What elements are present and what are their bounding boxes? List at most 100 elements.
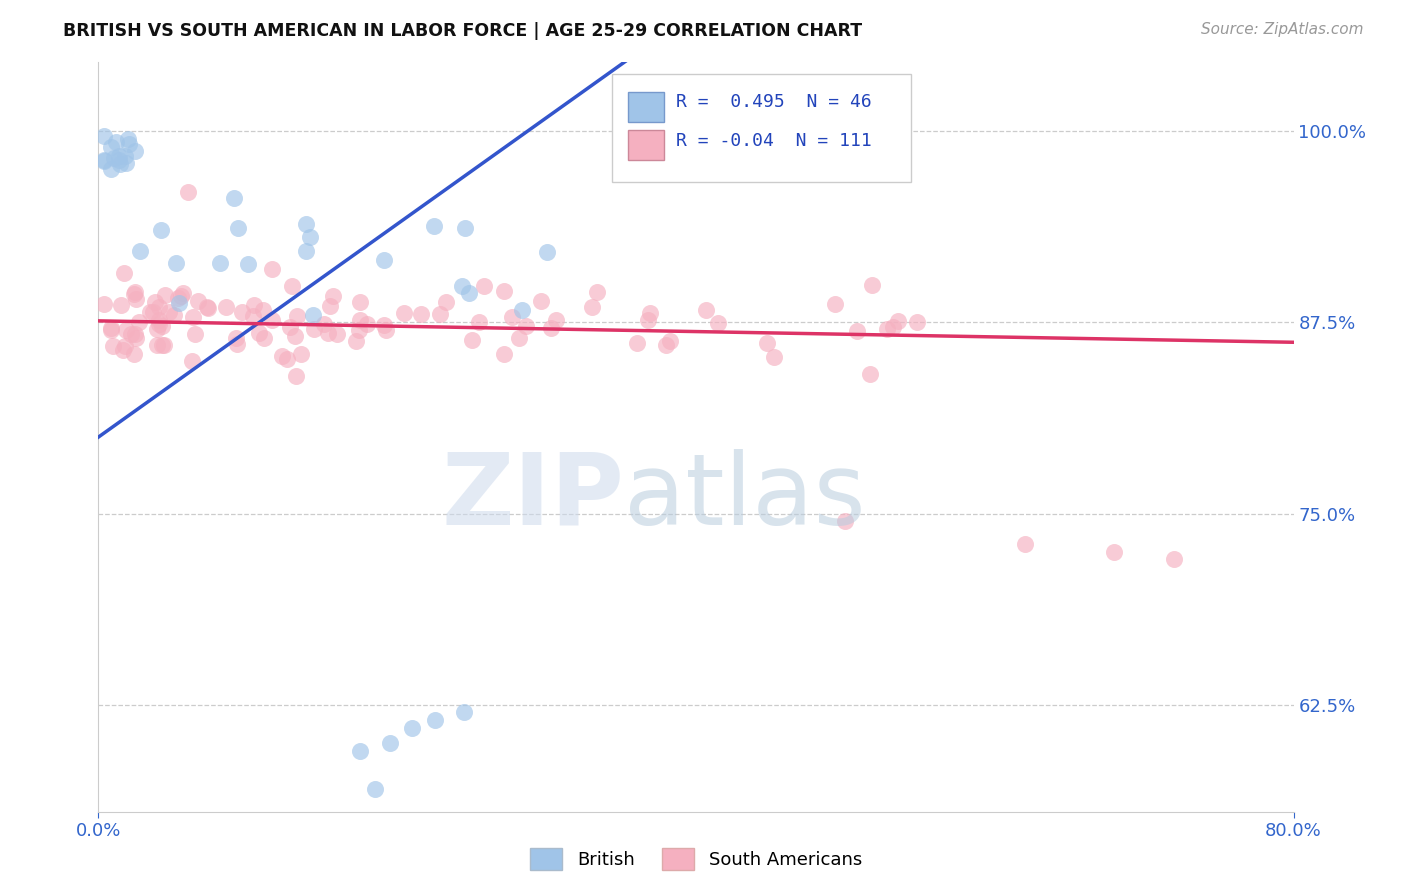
Point bbox=[115, 155, 138, 169]
Text: atlas: atlas bbox=[624, 449, 866, 546]
Point bbox=[290, 346, 312, 360]
Point bbox=[270, 349, 292, 363]
FancyBboxPatch shape bbox=[613, 74, 911, 182]
Point bbox=[349, 295, 371, 310]
Point bbox=[149, 222, 172, 236]
Point bbox=[236, 257, 259, 271]
Point bbox=[281, 278, 304, 293]
Point bbox=[260, 313, 283, 327]
Point bbox=[115, 323, 138, 337]
Point bbox=[181, 353, 204, 368]
FancyBboxPatch shape bbox=[628, 93, 664, 122]
Point bbox=[294, 217, 316, 231]
Point bbox=[129, 244, 152, 258]
Point bbox=[148, 313, 170, 327]
Point bbox=[142, 305, 165, 319]
Point bbox=[128, 315, 150, 329]
Point bbox=[467, 314, 489, 328]
Point bbox=[322, 289, 344, 303]
Point bbox=[626, 336, 648, 351]
Point bbox=[167, 291, 190, 305]
Point bbox=[512, 302, 534, 317]
Point bbox=[356, 317, 378, 331]
Point bbox=[544, 313, 567, 327]
Point bbox=[124, 292, 146, 306]
Point bbox=[326, 326, 349, 341]
Point bbox=[378, 736, 401, 750]
Point bbox=[364, 781, 387, 796]
Point bbox=[242, 309, 264, 323]
Point bbox=[492, 284, 515, 298]
Point bbox=[536, 245, 558, 260]
Point bbox=[492, 347, 515, 361]
Point bbox=[209, 255, 232, 269]
FancyBboxPatch shape bbox=[628, 130, 664, 160]
Point bbox=[122, 347, 145, 361]
Point bbox=[114, 338, 136, 352]
Point bbox=[763, 350, 786, 364]
Point bbox=[876, 322, 898, 336]
Point bbox=[146, 337, 169, 351]
Point bbox=[707, 316, 730, 330]
Point bbox=[302, 322, 325, 336]
Point bbox=[163, 308, 186, 322]
Point bbox=[501, 310, 523, 325]
Point bbox=[859, 368, 882, 382]
Point bbox=[344, 334, 367, 349]
Point bbox=[170, 289, 193, 303]
Point bbox=[411, 307, 433, 321]
Point bbox=[530, 293, 553, 308]
Point bbox=[284, 369, 307, 384]
Point bbox=[100, 161, 122, 176]
Point bbox=[434, 295, 457, 310]
Legend: British, South Americans: British, South Americans bbox=[523, 841, 869, 878]
Point bbox=[195, 300, 218, 314]
Point bbox=[215, 300, 238, 314]
Point bbox=[110, 298, 132, 312]
Point bbox=[243, 298, 266, 312]
Point bbox=[276, 352, 298, 367]
Point bbox=[139, 305, 162, 319]
Point bbox=[146, 322, 169, 336]
Point bbox=[278, 319, 301, 334]
Point bbox=[423, 219, 446, 234]
Point bbox=[143, 294, 166, 309]
Point bbox=[100, 321, 122, 335]
Point bbox=[226, 221, 249, 235]
Point bbox=[105, 135, 128, 149]
Point bbox=[453, 706, 475, 720]
Point bbox=[283, 328, 305, 343]
Point bbox=[392, 306, 415, 320]
Point bbox=[118, 137, 141, 152]
Point bbox=[124, 326, 146, 341]
Point bbox=[150, 319, 173, 334]
Point bbox=[451, 279, 474, 293]
Point bbox=[373, 253, 395, 268]
Point bbox=[148, 317, 170, 331]
Point bbox=[107, 149, 129, 163]
Point bbox=[222, 191, 245, 205]
Point bbox=[655, 338, 678, 352]
Point bbox=[319, 299, 342, 313]
Point bbox=[100, 323, 122, 337]
Point bbox=[172, 285, 194, 300]
Point bbox=[177, 186, 200, 200]
Text: BRITISH VS SOUTH AMERICAN IN LABOR FORCE | AGE 25-29 CORRELATION CHART: BRITISH VS SOUTH AMERICAN IN LABOR FORCE… bbox=[63, 22, 862, 40]
Point bbox=[100, 140, 122, 154]
Point bbox=[125, 331, 148, 345]
Point bbox=[103, 151, 125, 165]
Point bbox=[285, 310, 308, 324]
Point bbox=[107, 153, 129, 168]
Point bbox=[120, 326, 142, 341]
Point bbox=[756, 336, 779, 351]
Point bbox=[659, 334, 682, 348]
Point bbox=[225, 331, 247, 345]
Point bbox=[124, 285, 146, 300]
Point bbox=[1104, 545, 1126, 559]
Point bbox=[349, 323, 371, 337]
Point bbox=[316, 326, 339, 340]
Point bbox=[429, 307, 451, 321]
Point bbox=[460, 333, 482, 347]
Point bbox=[150, 338, 173, 352]
Point bbox=[695, 302, 717, 317]
